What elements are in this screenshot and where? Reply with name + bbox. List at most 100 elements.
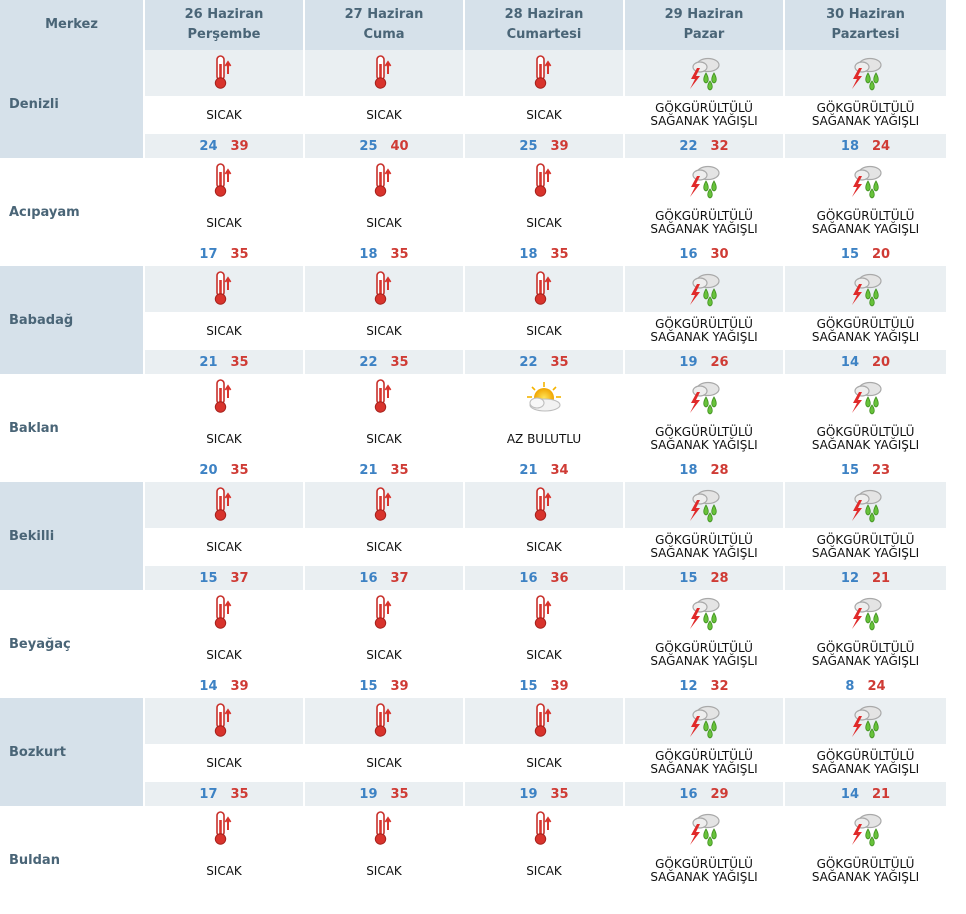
forecast-cell: SICAK 22 35 — [465, 266, 625, 374]
condition-text: GÖKGÜRÜLTÜLÜ SAĞANAK YAĞIŞLI — [785, 744, 946, 782]
forecast-cell: SICAK 16 37 — [305, 482, 465, 590]
max-temp: 35 — [390, 786, 409, 802]
forecast-cell: SICAK 14 39 — [145, 590, 305, 698]
icon-area — [785, 158, 946, 204]
temps — [785, 890, 946, 914]
thunderstorm-icon — [845, 379, 887, 415]
city-label: Bekilli — [9, 528, 55, 544]
max-temp: 21 — [872, 786, 891, 802]
header-day-weekday: Pazartesi — [831, 27, 900, 42]
table-row: Babadağ SICAK 21 35 SICAK 22 35 SICAK 22 35 GÖKGÜR… — [0, 266, 966, 374]
header-corner: Merkez — [0, 0, 145, 50]
temps: 19 35 — [465, 782, 623, 806]
thunderstorm-icon — [845, 703, 887, 739]
temps: 14 21 — [785, 782, 946, 806]
thermometer-icon — [531, 810, 557, 848]
header-day: 27 Haziran Cuma — [305, 0, 465, 50]
condition-text: GÖKGÜRÜLTÜLÜ SAĞANAK YAĞIŞLI — [625, 204, 783, 242]
temps: 14 39 — [145, 674, 303, 698]
icon-area — [305, 482, 463, 528]
max-temp: 35 — [230, 462, 249, 478]
min-temp: 16 — [359, 570, 378, 586]
min-temp: 15 — [359, 678, 378, 694]
max-temp: 21 — [872, 570, 891, 586]
min-temp: 19 — [519, 786, 538, 802]
temps — [145, 890, 303, 914]
icon-area — [145, 158, 303, 204]
header-day: 30 Haziran Pazartesi — [785, 0, 946, 50]
min-temp: 14 — [840, 354, 859, 370]
temps — [625, 890, 783, 914]
min-temp: 20 — [199, 462, 218, 478]
header-day-date: 28 Haziran — [504, 7, 584, 22]
header-day-date: 27 Haziran — [344, 7, 424, 22]
condition-text: GÖKGÜRÜLTÜLÜ SAĞANAK YAĞIŞLI — [625, 420, 783, 458]
icon-area — [785, 374, 946, 420]
temps: 12 21 — [785, 566, 946, 590]
max-temp: 35 — [390, 246, 409, 262]
header-day-weekday: Perşembe — [187, 27, 261, 42]
min-temp: 18 — [679, 462, 698, 478]
header-day-date: 26 Haziran — [184, 7, 264, 22]
min-temp: 14 — [199, 678, 218, 694]
forecast-cell: GÖKGÜRÜLTÜLÜ SAĞANAK YAĞIŞLI 15 20 — [785, 158, 946, 266]
condition-text: GÖKGÜRÜLTÜLÜ SAĞANAK YAĞIŞLI — [625, 96, 783, 134]
temps: 21 35 — [145, 350, 303, 374]
condition-text: SICAK — [145, 312, 303, 350]
thermometer-icon — [211, 54, 237, 92]
condition-text: SICAK — [465, 528, 623, 566]
max-temp: 39 — [230, 138, 249, 154]
forecast-cell: SICAK 15 39 — [305, 590, 465, 698]
temps: 18 28 — [625, 458, 783, 482]
icon-area — [145, 482, 303, 528]
thunderstorm-icon — [845, 487, 887, 523]
temps: 18 35 — [465, 242, 623, 266]
city-name: Baklan — [0, 374, 145, 482]
forecast-cell: SICAK 25 39 — [465, 50, 625, 158]
min-temp: 22 — [519, 354, 538, 370]
min-temp: 14 — [840, 786, 859, 802]
thermometer-icon — [371, 594, 397, 632]
temps: 19 26 — [625, 350, 783, 374]
max-temp: 35 — [390, 462, 409, 478]
min-temp: 24 — [199, 138, 218, 154]
temps: 22 35 — [465, 350, 623, 374]
condition-text: AZ BULUTLU — [465, 420, 623, 458]
city-label: Buldan — [9, 852, 60, 868]
city-label: Babadağ — [9, 312, 74, 328]
temps: 21 35 — [305, 458, 463, 482]
thunderstorm-icon — [845, 55, 887, 91]
temps: 14 20 — [785, 350, 946, 374]
temps: 12 32 — [625, 674, 783, 698]
header-day-date: 30 Haziran — [826, 7, 905, 22]
min-temp: 17 — [199, 246, 218, 262]
thermometer-icon — [371, 702, 397, 740]
forecast-cell: AZ BULUTLU 21 34 — [465, 374, 625, 482]
max-temp: 20 — [872, 354, 891, 370]
thermometer-icon — [371, 162, 397, 200]
max-temp: 39 — [550, 138, 569, 154]
thunderstorm-icon — [683, 163, 725, 199]
forecast-cell: SICAK 21 35 — [145, 266, 305, 374]
temps: 15 20 — [785, 242, 946, 266]
table-row: Bekilli SICAK 15 37 SICAK 16 37 SICAK 16 36 GÖKGÜR… — [0, 482, 966, 590]
condition-text: SICAK — [305, 744, 463, 782]
temps: 15 39 — [465, 674, 623, 698]
temps: 20 35 — [145, 458, 303, 482]
max-temp: 23 — [872, 462, 891, 478]
temps: 17 35 — [145, 782, 303, 806]
temps — [305, 890, 463, 914]
city-label: Bozkurt — [9, 744, 66, 760]
icon-area — [305, 266, 463, 312]
header-day-weekday: Pazar — [683, 27, 725, 42]
forecast-cell: GÖKGÜRÜLTÜLÜ SAĞANAK YAĞIŞLI — [625, 806, 785, 914]
thermometer-icon — [211, 594, 237, 632]
condition-text: GÖKGÜRÜLTÜLÜ SAĞANAK YAĞIŞLI — [625, 852, 783, 890]
condition-text: SICAK — [145, 204, 303, 242]
thermometer-icon — [211, 486, 237, 524]
condition-text: SICAK — [305, 204, 463, 242]
icon-area — [785, 50, 946, 96]
condition-text: SICAK — [465, 744, 623, 782]
table-row: Denizli SICAK 24 39 SICAK 25 40 SICAK 25 39 GÖKGÜR… — [0, 50, 966, 158]
min-temp: 16 — [679, 246, 698, 262]
